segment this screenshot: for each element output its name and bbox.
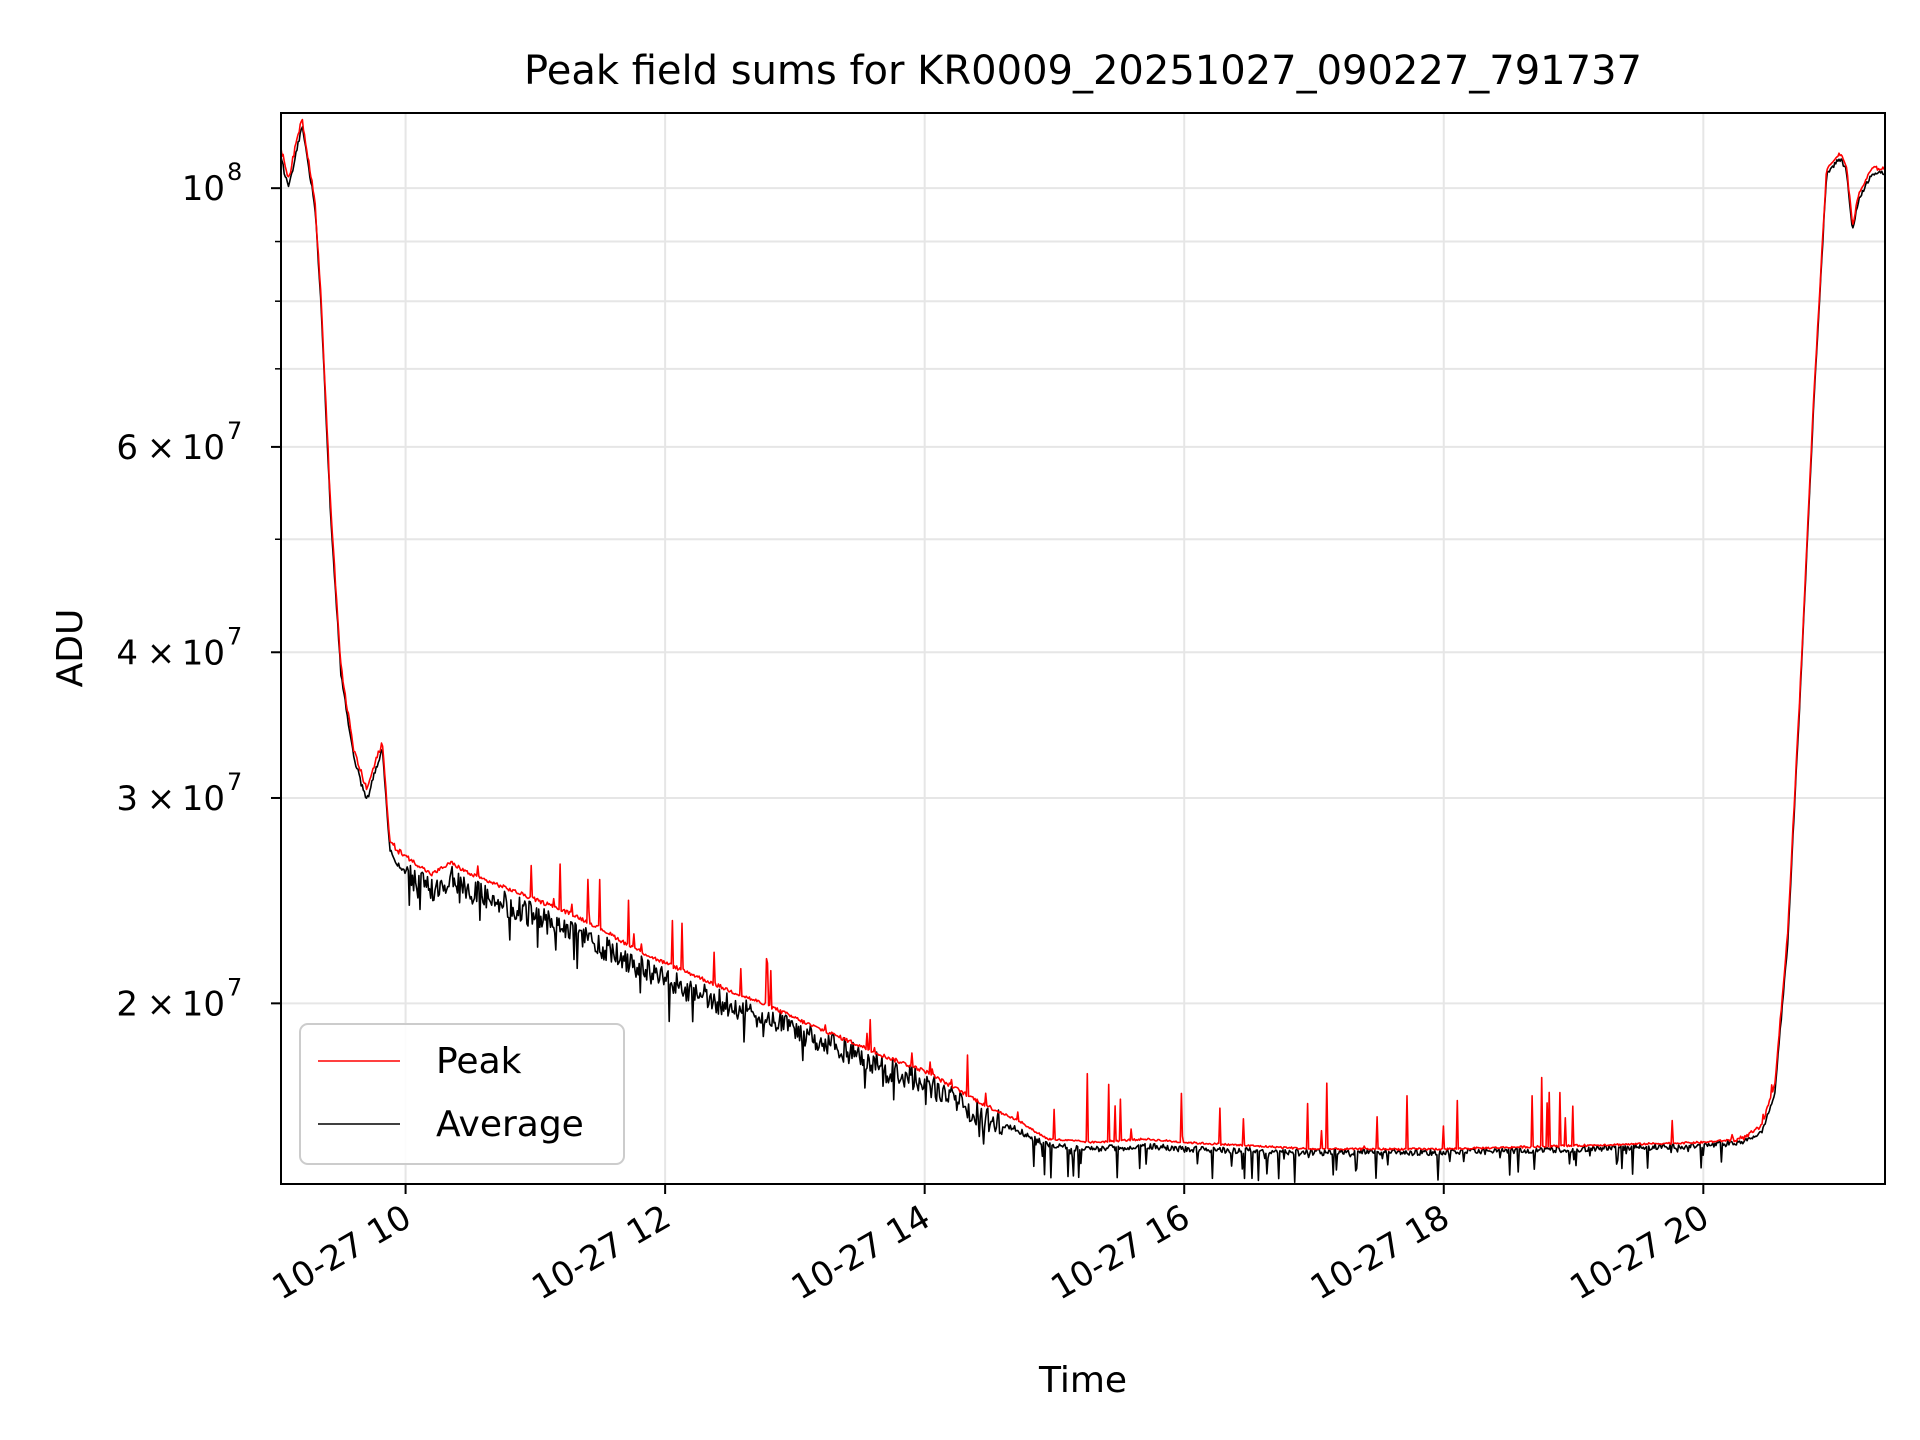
y-tick-label: 2 × 10 7	[116, 973, 242, 1024]
y-tick-times: ×	[147, 984, 176, 1024]
y-tick-base: 10	[182, 779, 225, 819]
chart-title: Peak field sums for KR0009_20251027_0902…	[524, 48, 1642, 94]
y-tick-exponent: 7	[227, 417, 242, 445]
y-tick-exponent: 7	[227, 622, 242, 650]
x-axis-label: Time	[1038, 1360, 1127, 1401]
y-tick-base: 10	[182, 633, 225, 673]
y-tick-base: 10	[182, 169, 225, 209]
y-tick-label: 6 × 10 7	[116, 417, 242, 468]
series-line-average	[281, 126, 1885, 1183]
legend: Peak Average	[299, 1023, 625, 1165]
plot-frame	[280, 112, 1886, 1185]
y-tick-base: 10	[182, 428, 225, 468]
y-tick-times: ×	[147, 633, 176, 673]
legend-box	[299, 1023, 625, 1165]
y-tick-mantissa: 6	[116, 428, 138, 468]
y-tick-label: 10 8	[182, 158, 243, 209]
y-tick-exponent: 7	[227, 973, 242, 1001]
y-tick-label: 4 × 10 7	[116, 622, 242, 673]
series-line-peak	[281, 118, 1885, 1151]
y-tick-times: ×	[147, 779, 176, 819]
grid-lines	[281, 113, 1885, 1184]
legend-peak-label: Peak	[436, 1041, 522, 1082]
y-tick-label: 3 × 10 7	[116, 768, 242, 819]
y-tick-mantissa: 4	[116, 633, 138, 673]
y-tick-exponent: 7	[227, 768, 242, 796]
y-axis-label: ADU	[50, 609, 91, 688]
y-tick-exponent: 8	[227, 158, 242, 186]
legend-average-label: Average	[436, 1104, 584, 1145]
y-tick-mantissa: 2	[116, 984, 138, 1024]
y-tick-base: 10	[182, 984, 225, 1024]
y-tick-mantissa: 3	[116, 779, 138, 819]
series-layer	[281, 118, 1885, 1183]
y-tick-times: ×	[147, 428, 176, 468]
